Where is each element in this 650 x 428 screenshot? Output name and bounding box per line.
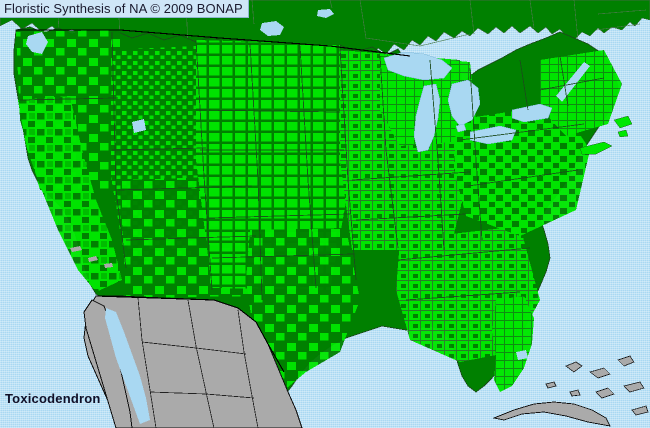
counties-california bbox=[18, 96, 122, 292]
lake-erie bbox=[469, 125, 517, 145]
canada-lake-notch bbox=[260, 21, 284, 36]
great-lakes bbox=[383, 51, 553, 153]
lake-stclair bbox=[455, 123, 467, 133]
map-title: Floristic Synthesis of NA © 2009 BONAP bbox=[4, 1, 243, 16]
counties-texas bbox=[246, 228, 360, 392]
bahamas-islands bbox=[545, 355, 649, 416]
national-borders bbox=[16, 29, 411, 373]
lake-ontario bbox=[511, 103, 553, 123]
channel-islands bbox=[70, 246, 113, 268]
st-lawrence-river bbox=[556, 62, 590, 102]
gulf-of-california bbox=[105, 308, 150, 424]
canada-lake-notch-2 bbox=[317, 9, 334, 18]
map-title-band: Floristic Synthesis of NA © 2009 BONAP bbox=[0, 0, 249, 18]
great-salt-lake bbox=[132, 119, 146, 133]
puget-sound bbox=[26, 32, 48, 54]
lake-superior bbox=[383, 51, 453, 81]
lake-okeechobee bbox=[516, 350, 528, 360]
counties-florida bbox=[492, 296, 534, 392]
state-borders bbox=[19, 31, 605, 301]
counties-northeast bbox=[540, 50, 622, 136]
northeast-coastal-islands bbox=[579, 115, 633, 155]
mexico-state-borders bbox=[137, 297, 259, 428]
cuba bbox=[492, 401, 611, 427]
taxon-name-label: Toxicodendron bbox=[5, 391, 101, 406]
